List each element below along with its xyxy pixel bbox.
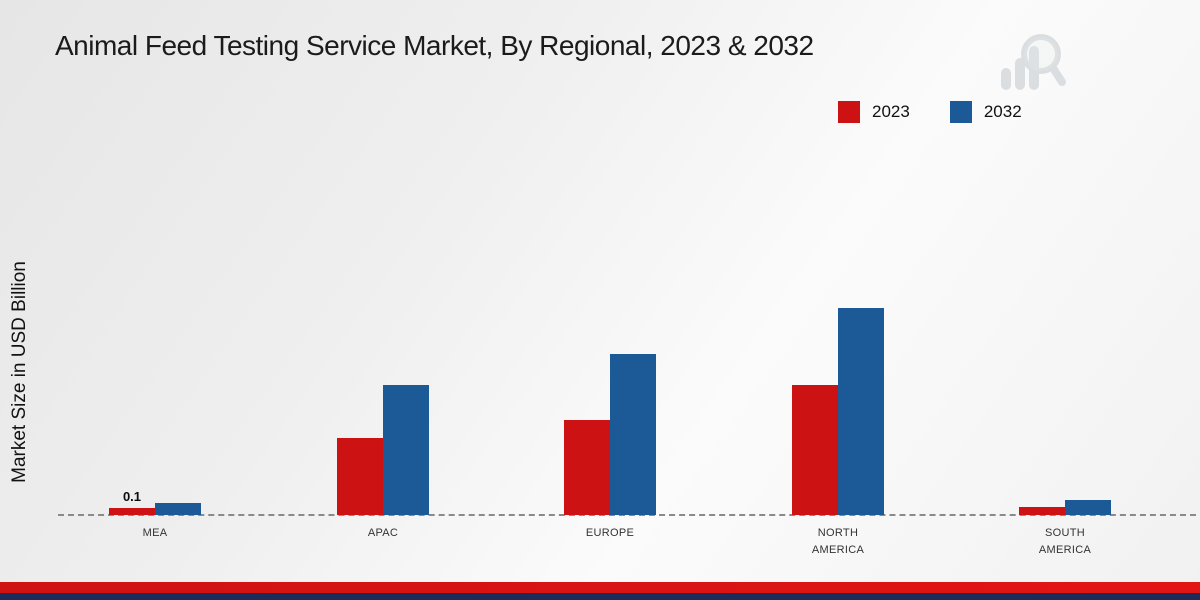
brand-logo-watermark	[995, 28, 1067, 111]
bar-2032-apac	[383, 385, 429, 515]
legend: 2023 2032	[838, 101, 1022, 123]
bar-2032-europe	[610, 354, 656, 515]
legend-item-2023: 2023	[838, 101, 910, 123]
bar-value-label: 0.1	[122, 489, 142, 504]
bar-2032-south-america	[1065, 500, 1111, 515]
category-label-apac: APAC	[367, 527, 399, 539]
category-label-north-america: NORTH AMERICA	[811, 527, 865, 556]
bar-2023-north-america	[792, 385, 838, 515]
bar-2023-europe	[564, 420, 610, 515]
legend-label-2023: 2023	[872, 102, 910, 121]
legend-swatch-2023	[838, 101, 860, 123]
category-label-mea: MEA	[142, 527, 168, 539]
legend-item-2032: 2032	[949, 101, 1022, 123]
y-axis-label: Market Size in USD Billion	[9, 261, 30, 483]
x-axis-baseline	[58, 514, 1196, 516]
legend-label-2032: 2032	[983, 102, 1022, 121]
category-label-europe: EUROPE	[585, 527, 635, 539]
legend-swatch-2032	[949, 101, 972, 123]
chart-title: Animal Feed Testing Service Market, By R…	[55, 30, 814, 61]
bar-2023-mea	[109, 508, 155, 515]
bar-2032-mea	[155, 503, 201, 515]
category-label-south-america: SOUTH AMERICA	[1038, 527, 1092, 556]
bar-2032-north-america	[838, 308, 884, 515]
footer-accent-strip-navy	[0, 593, 1200, 600]
bar-chart-magnifier-icon	[1001, 34, 1066, 90]
bar-2023-south-america	[1019, 507, 1065, 515]
bar-2023-apac	[337, 438, 383, 515]
footer-accent-strip-red	[0, 582, 1200, 593]
